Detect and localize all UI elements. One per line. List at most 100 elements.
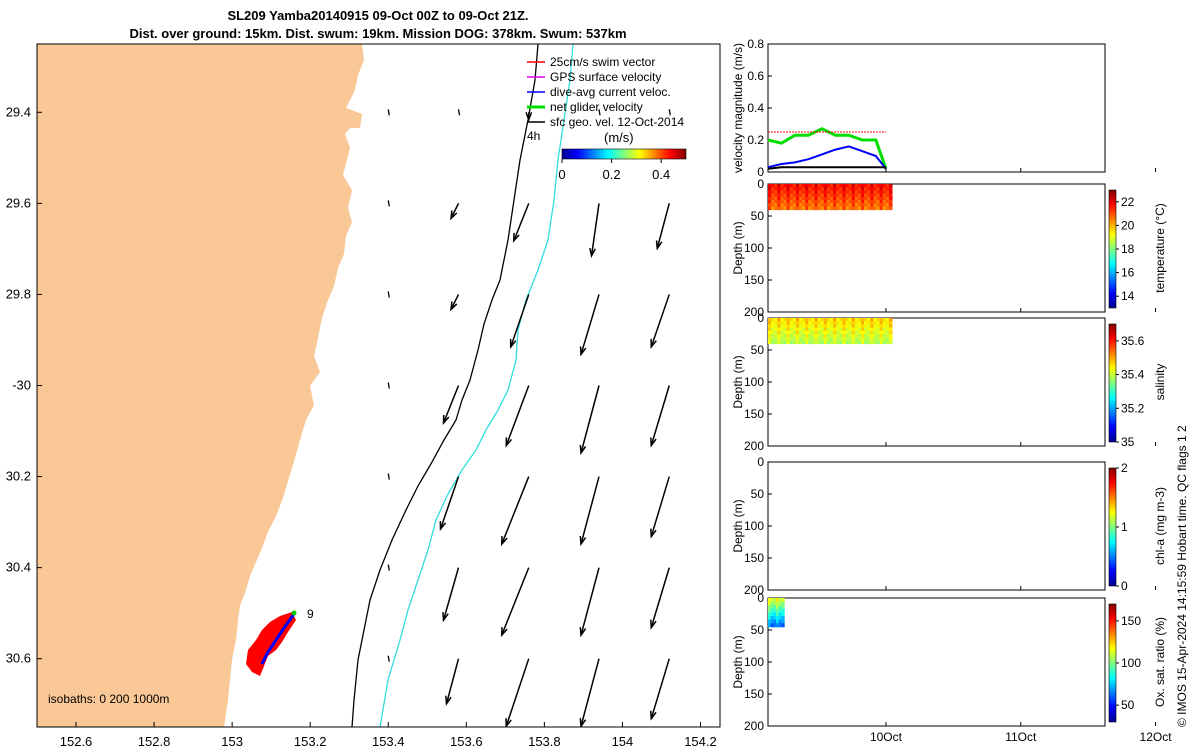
colorbar-tick-label: 0 xyxy=(558,167,565,182)
glider-track xyxy=(246,610,297,676)
profile-data-cell xyxy=(823,184,828,188)
profile-data-cell xyxy=(802,327,806,332)
profile-data-cell xyxy=(802,184,806,188)
profile-data-cell xyxy=(792,184,797,188)
profile-data-cell xyxy=(817,184,822,188)
profile-data-cell xyxy=(792,327,797,332)
profile-data-cell xyxy=(789,318,794,322)
land-mass xyxy=(37,44,364,727)
profile-data-cell xyxy=(873,190,878,195)
profile-data-cell xyxy=(839,318,843,322)
profile-data-cell xyxy=(768,321,772,325)
profile-data-cell xyxy=(783,184,788,188)
profile-data-cell xyxy=(789,321,794,325)
profile-data-cell xyxy=(826,337,831,341)
profile-data-cell xyxy=(780,190,785,195)
profile-data-cell xyxy=(836,337,840,341)
profile-data-cell xyxy=(814,190,819,195)
profile-data-cell xyxy=(857,196,862,201)
profile-data-cell xyxy=(817,190,822,195)
profile-data-cell xyxy=(774,184,778,188)
profile-colorbar-tick-label: 2 xyxy=(1121,461,1128,475)
profile-data-cell xyxy=(870,327,874,332)
map-y-tick-label: 29.4 xyxy=(6,104,31,119)
current-vector xyxy=(580,294,600,355)
profile-data-cell xyxy=(805,200,809,204)
profile-data-cell xyxy=(789,200,794,204)
profile-data-cell xyxy=(805,330,809,335)
profile-data-cell xyxy=(808,337,812,341)
profile-data-cell xyxy=(777,206,781,211)
profile-data-cell xyxy=(783,190,788,195)
profile-data-cell xyxy=(817,324,822,329)
profile-data-cell xyxy=(783,330,788,335)
current-vector-head xyxy=(650,619,657,630)
map-x-tick-label: 153.2 xyxy=(294,734,327,749)
profile-y-tick-label: 200 xyxy=(744,439,764,453)
profile-data-cell xyxy=(864,334,868,338)
profile-colorbar-tick-label: 14 xyxy=(1121,289,1135,303)
profile-data-cell xyxy=(870,318,874,322)
current-vector xyxy=(442,567,460,621)
profile-data-cell xyxy=(854,327,859,332)
profile-data-cell xyxy=(795,203,800,207)
profile-data-cell xyxy=(885,193,890,198)
profile-data-cell xyxy=(864,203,868,207)
profile-data-cell xyxy=(771,196,775,201)
profile-data-cell xyxy=(781,605,785,610)
profile-data-cell xyxy=(795,334,800,338)
profile-data-cell xyxy=(781,601,785,606)
profile-data-cell xyxy=(888,318,893,322)
current-vector xyxy=(650,476,670,537)
profile-data-cell xyxy=(811,196,816,201)
profile-data-cell xyxy=(771,193,775,198)
profile-data-cell xyxy=(808,334,812,338)
profile-data-cell xyxy=(814,187,819,191)
profile-data-cell xyxy=(833,190,837,195)
profile-data-cell xyxy=(820,324,825,329)
profile-data-cell xyxy=(851,203,856,207)
profile-data-cell xyxy=(823,334,828,338)
profile-data-cell xyxy=(867,318,871,322)
profile-data-cell xyxy=(805,327,809,332)
profile-data-cell xyxy=(857,193,862,198)
profile-data-cell xyxy=(820,318,825,322)
profile-data-cell xyxy=(768,206,772,211)
profile-data-cell xyxy=(805,334,809,338)
profile-colorbar-label: chl-a (mg m-3) xyxy=(1153,487,1167,565)
profile-y-tick-label: 0 xyxy=(757,311,764,325)
profile-data-cell xyxy=(799,184,803,188)
profile-data-cell xyxy=(795,193,800,198)
profile-data-cell xyxy=(776,612,780,617)
profile-data-cell xyxy=(811,193,816,198)
profile-data-cell xyxy=(836,184,840,188)
profile-data-cell xyxy=(879,184,884,188)
current-vector xyxy=(387,473,390,480)
profile-data-cell xyxy=(833,340,837,345)
profile-data-cell xyxy=(820,196,825,201)
profile-data-cell xyxy=(876,327,881,332)
profile-data-cell xyxy=(848,327,853,332)
profile-data-cell xyxy=(836,340,840,345)
profile-data-cell xyxy=(789,203,794,207)
profile-data-cell xyxy=(864,324,868,329)
profile-data-cell xyxy=(854,324,859,329)
profile-y-tick-label: 150 xyxy=(744,687,764,701)
profile-data-cell xyxy=(851,330,856,335)
profile-colorbar xyxy=(1108,189,1117,309)
profile-data-cell xyxy=(789,337,794,341)
profile-data-cell xyxy=(848,321,853,325)
profile-data-cell xyxy=(792,318,797,322)
profile-data-cell xyxy=(879,203,884,207)
profile-data-cell xyxy=(773,605,777,610)
profile-data-cell xyxy=(845,203,850,207)
profile-data-cell xyxy=(851,193,856,198)
profile-data-cell xyxy=(851,184,856,188)
profile-data-cell xyxy=(786,203,791,207)
profile-data-cell xyxy=(857,203,862,207)
profile-data-cell xyxy=(845,196,850,201)
profile-data-cell xyxy=(864,206,868,211)
profile-data-cell xyxy=(857,318,862,322)
profile-y-tick-label: 150 xyxy=(744,407,764,421)
